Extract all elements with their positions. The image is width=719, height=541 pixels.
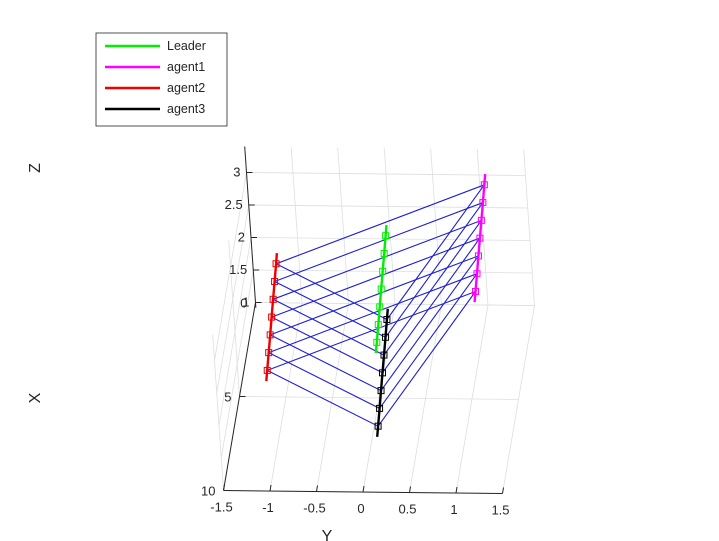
grid-line — [239, 396, 519, 400]
grid-line — [337, 147, 349, 304]
y-tick-label: 0 — [357, 501, 364, 516]
marker-leader — [373, 338, 381, 346]
trajectories — [265, 173, 487, 437]
marker-agent2 — [269, 295, 277, 303]
y-axis-label: Y — [322, 528, 333, 541]
y-tick-label: 1.5 — [491, 503, 509, 518]
marker-agent2 — [272, 260, 280, 268]
marker-agent3 — [374, 422, 382, 430]
marker-agent2 — [265, 349, 273, 357]
marker-agent2 — [266, 331, 274, 339]
y-tick-label: -1.5 — [210, 500, 232, 515]
formation-link — [269, 254, 480, 392]
z-tick-label: 2 — [238, 230, 245, 245]
marker-agent3 — [376, 404, 384, 412]
marker-agent3 — [377, 387, 385, 395]
x-tick-label: 5 — [224, 390, 231, 405]
marker-agent3 — [383, 316, 391, 323]
grid-line — [476, 148, 489, 306]
trajectory-agent2 — [265, 253, 279, 382]
grid-line — [212, 334, 224, 491]
y-tick-mark — [316, 485, 318, 492]
grid-line — [290, 146, 303, 304]
formation-link — [275, 183, 486, 321]
formation-link — [268, 272, 479, 410]
y-tick-mark — [455, 486, 458, 494]
y-tick-mark — [223, 484, 225, 491]
formation-link — [266, 290, 478, 427]
marker-agent1 — [476, 234, 484, 242]
trajectory-agent3 — [376, 308, 389, 437]
marker-leader — [376, 303, 384, 311]
marker-leader — [382, 232, 390, 240]
formation-links — [266, 183, 486, 427]
y-tick-label: -0.5 — [303, 501, 325, 516]
z-tick-label: 3 — [233, 165, 240, 180]
marker-agent1 — [477, 216, 485, 224]
tick-labels: 1 1.5 2 2.5 3 0 5 10-1.5 -1 -0.5 0 0.5 1 1.5 — [201, 165, 510, 518]
marker-agent1 — [479, 199, 487, 207]
axis-labels: Z X Y — [27, 163, 333, 541]
marker-agent3 — [379, 369, 387, 377]
agent-markers — [263, 181, 488, 430]
z-tick-label: 2.5 — [225, 197, 243, 212]
z-axis-line — [244, 146, 257, 308]
legend-label-agent2: agent2 — [167, 81, 205, 95]
grid-line — [216, 204, 250, 394]
formation-link — [272, 219, 483, 356]
grid-layer — [212, 146, 535, 494]
marker-agent1 — [472, 287, 480, 295]
marker-agent2 — [263, 366, 271, 374]
marker-agent2 — [271, 278, 279, 286]
formation-link — [271, 236, 482, 374]
marker-leader — [379, 267, 387, 275]
y-tick-mark — [502, 487, 504, 494]
z-tick-label: 1.5 — [229, 262, 247, 277]
y-tick-label: 1 — [450, 502, 457, 517]
grid-line — [250, 237, 531, 241]
y-tick-label: 0.5 — [398, 502, 416, 517]
y-tick-mark — [409, 486, 411, 493]
legend-box — [95, 32, 228, 127]
grid-line — [220, 269, 254, 459]
grid-line — [248, 204, 528, 209]
marker-agent3 — [380, 351, 388, 359]
grid-line — [430, 148, 442, 305]
legend-label-agent3: agent3 — [167, 102, 205, 116]
marker-agent1 — [480, 181, 488, 189]
legend: Leader agent1 agent2 agent3 — [95, 32, 228, 127]
y-tick-mark — [269, 484, 272, 492]
x-tick-label: 0 — [240, 296, 247, 311]
marker-agent2 — [268, 313, 276, 321]
marker-agent3 — [381, 333, 389, 341]
trajectory-leader — [374, 224, 388, 354]
legend-label-agent1: agent1 — [167, 60, 205, 74]
marker-leader — [377, 285, 385, 293]
grid-line — [246, 172, 526, 176]
axes-layer — [223, 146, 504, 494]
grid-line — [214, 172, 247, 361]
formation-link — [274, 201, 485, 339]
x-axis-label: X — [27, 392, 44, 403]
x-tick-label: 10 — [201, 484, 215, 499]
z-tick-label: 1 — [242, 295, 249, 310]
marker-agent1 — [474, 252, 482, 260]
marker-leader — [374, 321, 382, 329]
legend-label-leader: Leader — [167, 39, 206, 53]
marker-agent1 — [473, 270, 481, 278]
z-axis-label: Z — [27, 163, 44, 173]
y-tick-mark — [362, 485, 365, 493]
grid-line — [255, 302, 535, 306]
y-tick-label: -1 — [262, 500, 274, 515]
trajectory-agent1 — [473, 173, 487, 303]
marker-leader — [380, 249, 388, 257]
grid-line — [218, 237, 252, 426]
grid-line — [523, 149, 535, 306]
